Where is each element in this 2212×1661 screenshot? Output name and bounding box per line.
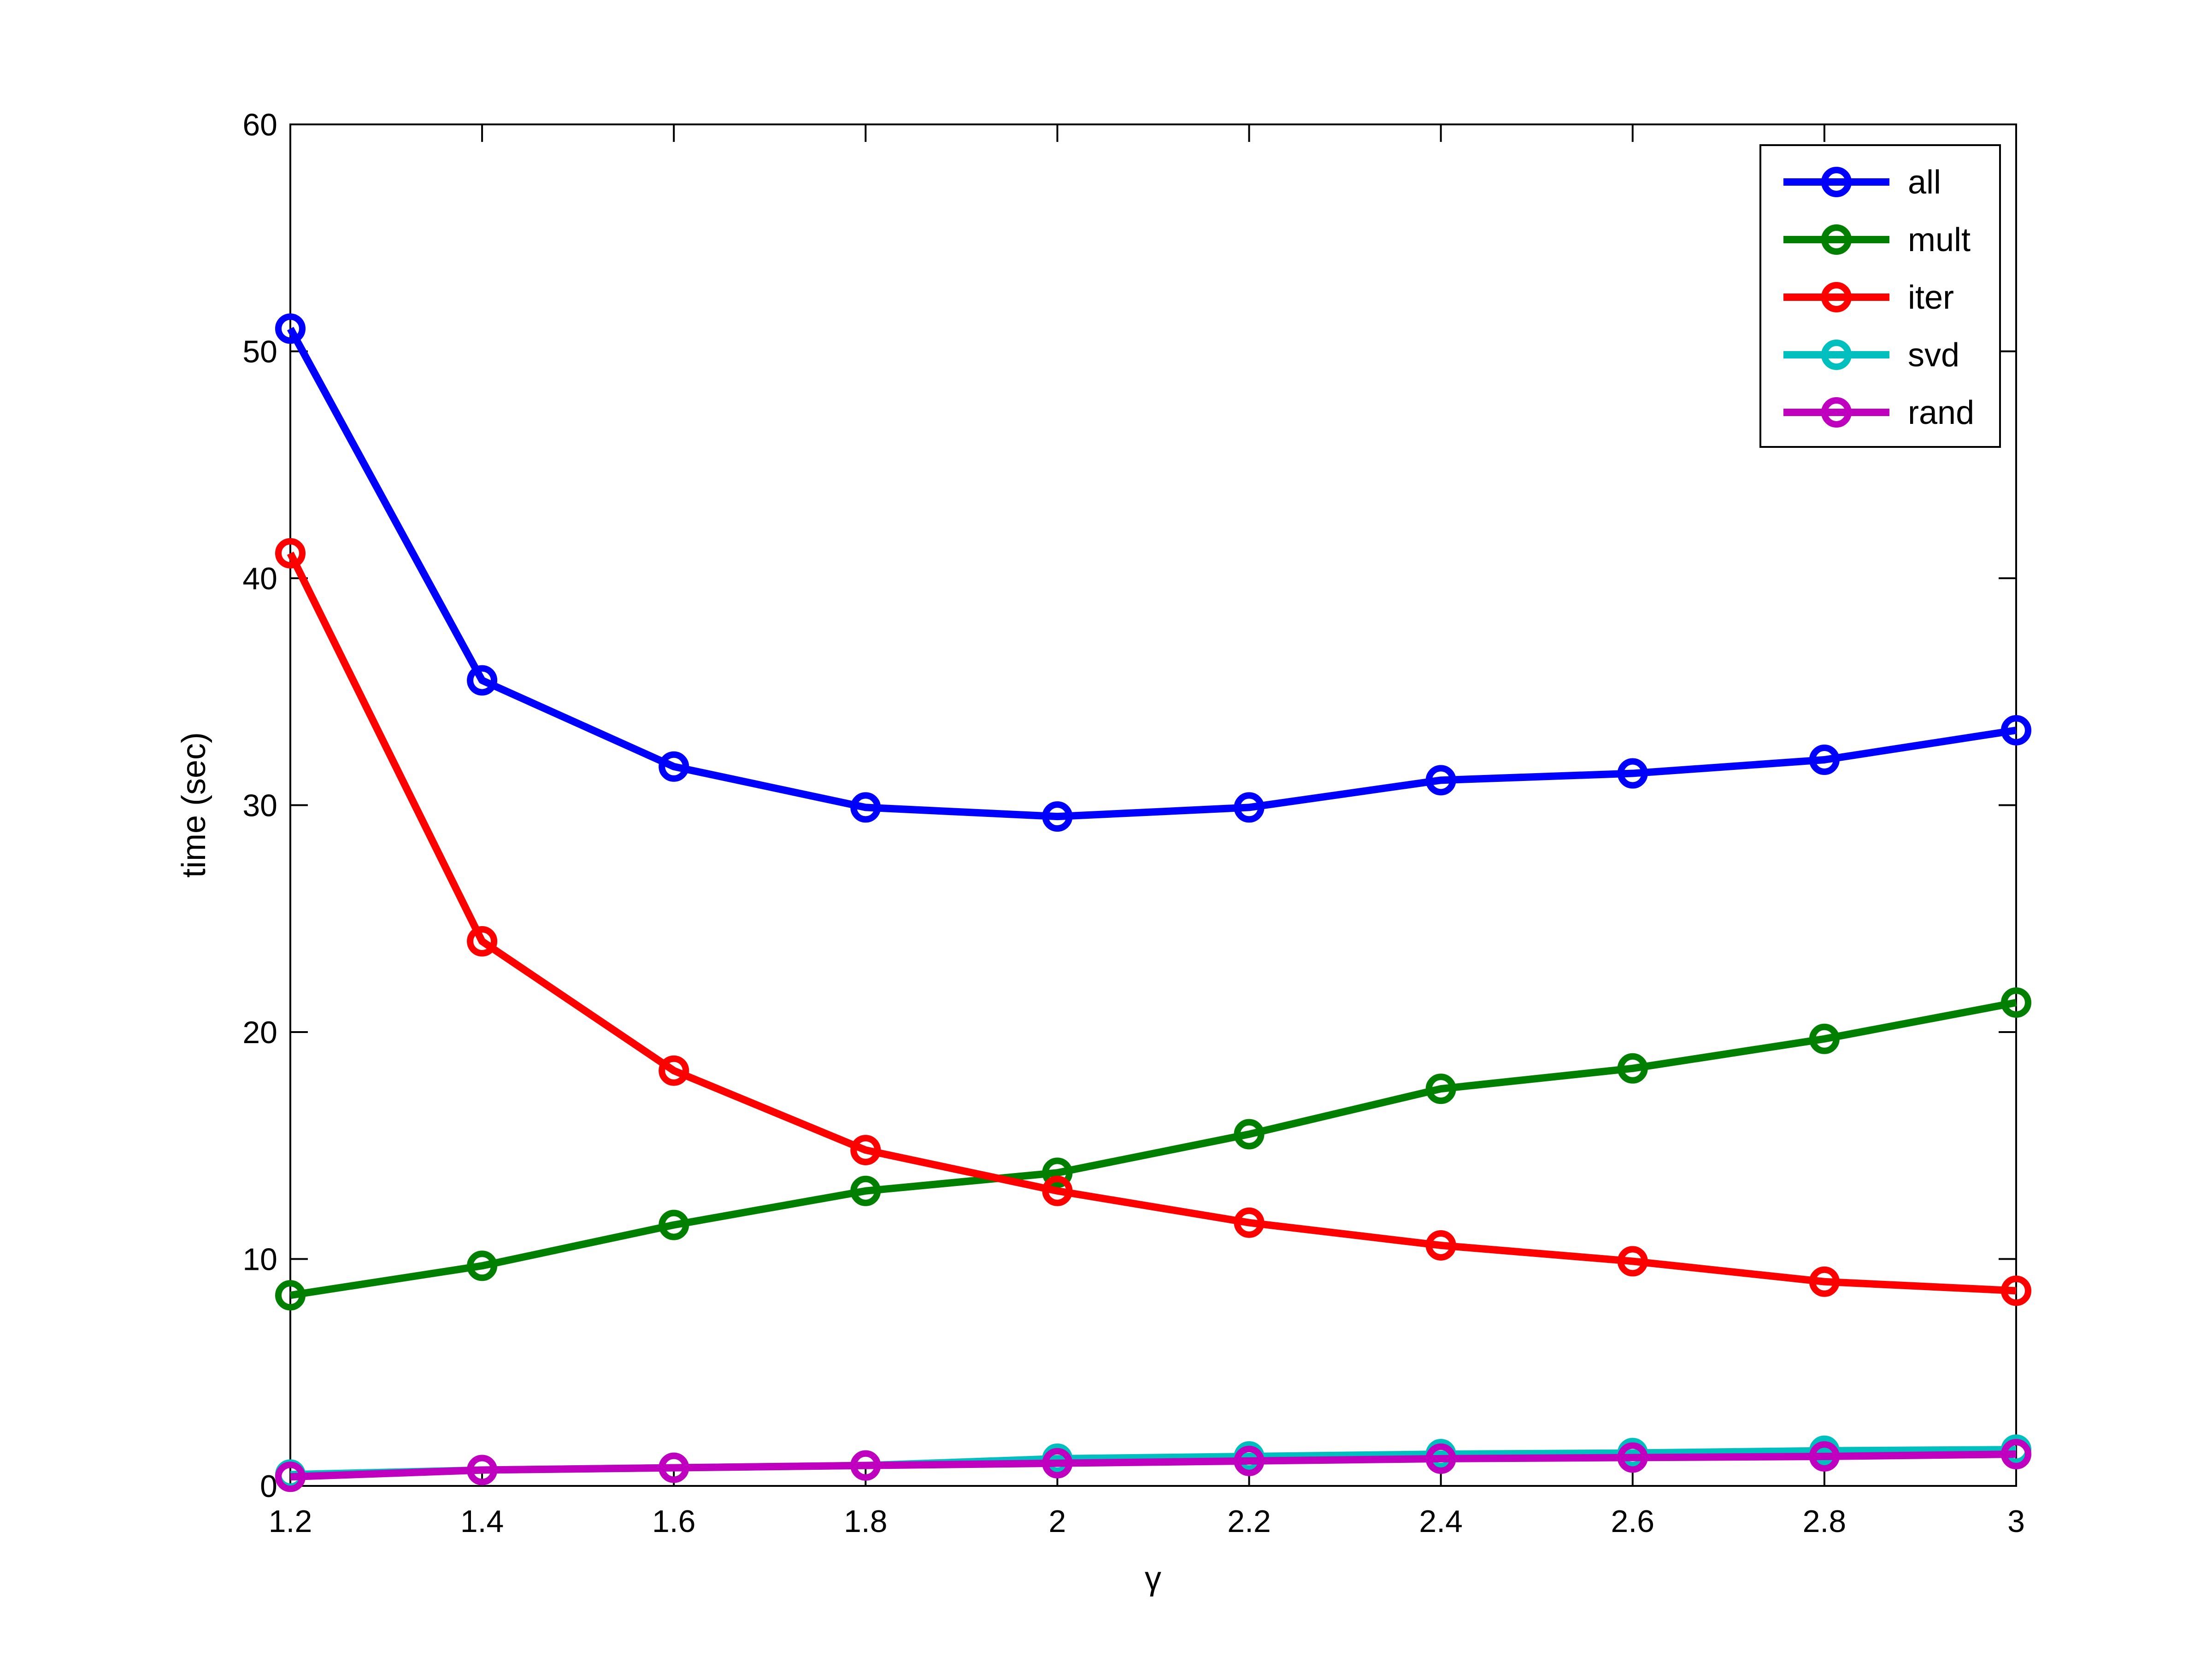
series-line-rand xyxy=(290,1450,2017,1481)
y-tick-label: 50 xyxy=(242,335,277,370)
legend-marker xyxy=(1821,224,1852,255)
data-point-mult xyxy=(1234,1119,1265,1150)
data-point-iter xyxy=(659,1055,689,1086)
data-point-iter xyxy=(850,1135,881,1166)
data-point-all xyxy=(1617,758,1648,789)
y-tick-label: 10 xyxy=(242,1242,277,1277)
legend-item-rand: rand xyxy=(1783,394,1974,431)
data-point-all xyxy=(2001,715,2031,745)
y-tick-label: 30 xyxy=(242,788,277,823)
plot-area xyxy=(289,123,2017,1487)
x-tick-label: 1.4 xyxy=(460,1504,504,1539)
data-point-rand xyxy=(1042,1448,1073,1479)
data-point-all xyxy=(1042,801,1073,832)
data-point-mult xyxy=(659,1209,689,1240)
data-point-all xyxy=(659,751,689,782)
data-point-rand xyxy=(1809,1441,1840,1472)
data-point-all xyxy=(850,792,881,823)
data-point-all xyxy=(1425,765,1456,796)
series-line-mult xyxy=(289,999,2017,1299)
series-mult xyxy=(275,987,2031,1311)
x-axis-label: γ xyxy=(1145,1560,1161,1597)
data-point-mult xyxy=(2001,987,2031,1018)
data-point-iter xyxy=(2001,1275,2031,1306)
data-point-iter xyxy=(1617,1246,1648,1277)
data-point-mult xyxy=(1809,1023,1840,1054)
data-point-all xyxy=(275,313,306,344)
series-line-all xyxy=(287,327,2017,821)
legend-label: rand xyxy=(1908,394,1974,431)
data-point-iter xyxy=(275,538,306,569)
data-point-all xyxy=(1234,792,1265,823)
legend-label: iter xyxy=(1908,279,1954,316)
data-point-iter xyxy=(1234,1207,1265,1238)
series-all xyxy=(275,313,2031,832)
legend-label: all xyxy=(1908,164,1941,201)
y-tick-label: 20 xyxy=(242,1015,277,1050)
data-point-rand xyxy=(1234,1445,1265,1476)
legend-item-mult: mult xyxy=(1783,222,1971,258)
x-tick-label: 1.6 xyxy=(652,1504,696,1539)
data-point-mult xyxy=(1617,1053,1648,1084)
data-point-mult xyxy=(1042,1157,1073,1188)
data-point-rand xyxy=(467,1455,498,1485)
y-tick-label: 0 xyxy=(260,1469,277,1504)
x-tick-label: 2 xyxy=(1049,1504,1066,1539)
series-layer xyxy=(275,313,2031,1492)
y-tick-label: 40 xyxy=(242,561,277,596)
data-point-iter xyxy=(1425,1230,1456,1261)
legend-label: mult xyxy=(1908,222,1971,258)
x-tick-label: 1.8 xyxy=(844,1504,888,1539)
x-tick-label: 2.2 xyxy=(1227,1504,1271,1539)
x-tick-label: 2.4 xyxy=(1419,1504,1463,1539)
data-point-rand xyxy=(275,1461,306,1492)
legend-marker xyxy=(1821,340,1852,370)
data-point-all xyxy=(467,665,498,696)
legend-marker xyxy=(1821,282,1852,312)
y-axis-label: time (sec) xyxy=(176,732,212,878)
x-tick-label: 2.6 xyxy=(1611,1504,1655,1539)
legend: all mult iter svd rand xyxy=(1759,144,2001,448)
data-point-rand xyxy=(1425,1443,1456,1474)
legend-item-all: all xyxy=(1783,164,1941,201)
data-point-mult xyxy=(1425,1074,1456,1104)
x-tick-label: 1.2 xyxy=(269,1504,312,1539)
legend-label: svd xyxy=(1908,337,1959,374)
data-point-mult xyxy=(850,1175,881,1206)
data-point-iter xyxy=(1042,1175,1073,1206)
series-line-iter xyxy=(287,552,2017,1295)
data-point-iter xyxy=(467,926,498,957)
data-point-rand xyxy=(659,1452,689,1483)
legend-item-svd: svd xyxy=(1783,337,1959,374)
data-point-iter xyxy=(1809,1266,1840,1297)
data-point-rand xyxy=(2001,1439,2031,1470)
data-point-all xyxy=(1809,745,1840,775)
legend-item-iter: iter xyxy=(1783,279,1954,316)
y-tick-label: 60 xyxy=(242,107,277,142)
data-point-mult xyxy=(275,1280,306,1311)
x-tick-label: 2.8 xyxy=(1803,1504,1847,1539)
legend-marker xyxy=(1821,397,1852,428)
data-point-rand xyxy=(850,1450,881,1481)
data-point-mult xyxy=(467,1250,498,1281)
legend-marker xyxy=(1821,167,1852,197)
series-rand xyxy=(275,1439,2031,1492)
series-iter xyxy=(275,538,2031,1306)
x-tick-label: 3 xyxy=(2007,1504,2025,1539)
data-point-rand xyxy=(1617,1442,1648,1473)
